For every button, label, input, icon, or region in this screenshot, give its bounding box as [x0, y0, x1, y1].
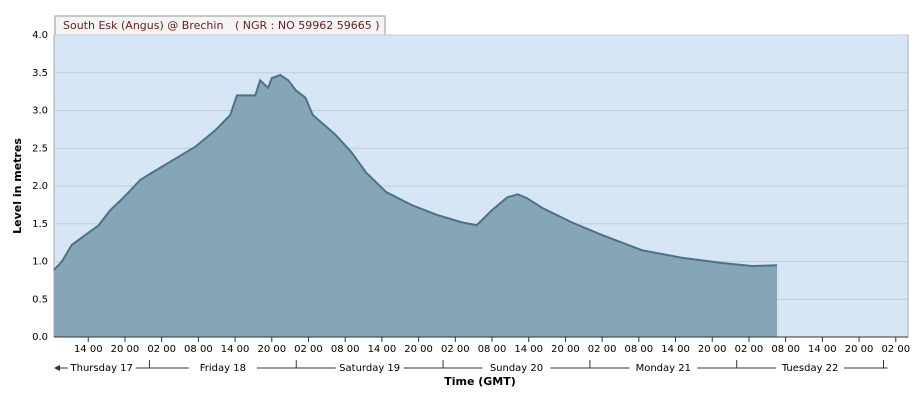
x-tick-label: 02 00	[441, 344, 470, 355]
line	[53, 73, 778, 271]
day-divider	[585, 360, 594, 369]
day-label: Tuesday 22	[781, 363, 839, 374]
y-tick-label: 1.5	[32, 219, 48, 230]
day-divider	[145, 360, 154, 369]
x-tick-label: 02 00	[735, 344, 764, 355]
x-tick-label: 14 00	[661, 344, 690, 355]
y-tick-label: 1.0	[32, 257, 48, 268]
x-tick-label: 14 00	[808, 344, 837, 355]
y-tick-label: 3.0	[32, 106, 48, 117]
x-tick-label: 08 00	[331, 344, 360, 355]
x-tick-label: 20 00	[111, 344, 140, 355]
day-divider	[879, 360, 888, 369]
x-tick-label: 20 00	[551, 344, 580, 355]
day-label: Saturday 19	[339, 363, 400, 374]
x-tick-label: 14 00	[74, 344, 103, 355]
scroll-arrow	[54, 365, 60, 371]
day-divider	[439, 360, 448, 369]
y-axis-label: Level in metres	[11, 138, 24, 234]
y-tick-label: 2.0	[32, 181, 48, 192]
x-tick-label: 08 00	[478, 344, 507, 355]
x-tick-label: 14 00	[221, 344, 250, 355]
x-tick-label: 08 00	[184, 344, 213, 355]
x-tick-label: 20 00	[845, 344, 874, 355]
day-divider	[732, 360, 741, 369]
y-tick-label: 0.0	[32, 332, 48, 343]
x-axis-label: Time (GMT)	[444, 375, 516, 388]
day-label: Sunday 20	[490, 363, 543, 374]
chart-subtitle: ( NGR : NO 59962 59665 )	[235, 19, 380, 32]
x-tick-label: 02 00	[294, 344, 323, 355]
area	[54, 75, 778, 337]
day-divider	[292, 360, 301, 369]
x-tick-label: 20 00	[698, 344, 727, 355]
x-tick-label: 02 00	[881, 344, 910, 355]
day-label: Thursday 17	[70, 363, 133, 374]
x-tick-label: 14 00	[514, 344, 543, 355]
y-tick-label: 3.5	[32, 68, 48, 79]
x-tick-label: 14 00	[368, 344, 397, 355]
x-tick-label: 02 00	[588, 344, 617, 355]
x-tick-label: 20 00	[404, 344, 433, 355]
x-tick-label: 20 00	[257, 344, 286, 355]
x-tick-label: 08 00	[771, 344, 800, 355]
y-tick-label: 4.0	[32, 30, 48, 41]
x-tick-label: 08 00	[625, 344, 654, 355]
y-tick-label: 2.5	[32, 143, 48, 154]
day-label: Friday 18	[200, 363, 246, 374]
y-tick-label: 0.5	[32, 294, 48, 305]
day-label: Monday 21	[636, 363, 691, 374]
x-tick-label: 02 00	[147, 344, 176, 355]
chart-title: South Esk (Angus) @ Brechin	[63, 19, 223, 32]
